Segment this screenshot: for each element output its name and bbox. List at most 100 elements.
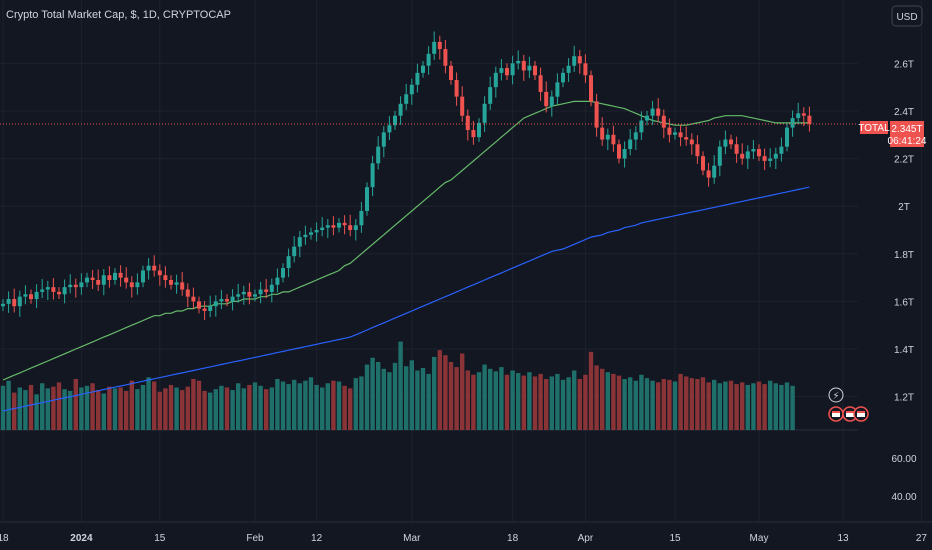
candle (85, 272, 89, 288)
volume-bar (280, 381, 286, 430)
time-tick-label: Apr (578, 533, 594, 544)
volume-bar (353, 378, 358, 430)
ma-slow-path (2, 186, 810, 412)
volume-bar (471, 374, 476, 430)
candle (152, 255, 157, 277)
volume-bar (605, 372, 610, 430)
candle (96, 269, 101, 291)
volume-bar (174, 387, 179, 430)
volume-bar (454, 367, 459, 430)
us-flag-event-icon[interactable] (828, 406, 844, 422)
candle (325, 219, 330, 239)
candle (785, 122, 789, 152)
volume-bar (101, 393, 106, 430)
candle (191, 287, 196, 310)
candle (337, 218, 341, 233)
candle (773, 147, 778, 170)
volume-bar (583, 374, 588, 430)
candle (51, 278, 56, 300)
candle (40, 279, 45, 299)
volume-bar (45, 388, 50, 430)
candle (1, 299, 5, 311)
candle (101, 269, 106, 296)
volume-bar (376, 362, 381, 430)
volume-bar (616, 375, 622, 430)
candle (79, 273, 84, 295)
candle (577, 50, 582, 74)
time-axis[interactable]: 18 2024 15 Feb 12 Mar 18 Apr 15 May 13 27 (0, 533, 927, 544)
candle (370, 155, 375, 197)
symbol-tag-bg (860, 121, 888, 134)
volume-bar (135, 389, 140, 430)
candle (73, 278, 78, 298)
volume-bar (572, 370, 577, 430)
candle (633, 126, 638, 150)
price-tag-bg (890, 121, 924, 147)
currency-label: USD (896, 12, 917, 23)
volume-bar (275, 379, 280, 430)
candle (449, 60, 453, 85)
volume-bar (600, 368, 605, 430)
price-axis[interactable]: 1.2T 1.4T 1.6T 1.8T 2T 2.2T 2.4T 2.6T (894, 59, 914, 403)
price-tag: TOTAL 2.345T 06:41:24 (858, 121, 927, 147)
candle (723, 130, 728, 155)
candle (538, 67, 543, 101)
candle (376, 136, 381, 170)
volume-bar (415, 370, 420, 430)
candle (264, 279, 269, 299)
candle (62, 279, 67, 304)
candle (286, 248, 291, 278)
price-tick-label: 2.6T (894, 59, 914, 70)
volume-bar (90, 383, 95, 430)
candle (555, 73, 560, 105)
volume-bar (521, 375, 526, 430)
currency-button[interactable]: USD (891, 5, 923, 27)
candle (740, 143, 745, 165)
volume-bar (588, 351, 594, 430)
ma-slow-line (2, 186, 810, 412)
time-tick-label: May (750, 533, 769, 544)
volume-tick-label: 40.00 (891, 492, 916, 503)
volume-bar (773, 383, 778, 430)
candle (415, 63, 420, 93)
candle (645, 110, 649, 126)
time-tick-label: 15 (154, 533, 166, 544)
volume-axis[interactable]: 60.00 40.00 (891, 454, 916, 503)
volume-bar (230, 390, 235, 430)
candle (493, 66, 498, 98)
volume-bar (700, 377, 706, 430)
candle (12, 288, 17, 313)
volume-bar (577, 379, 582, 430)
candle (180, 271, 185, 296)
volume-bar (661, 379, 666, 430)
volume-bar (684, 376, 689, 430)
us-flag-event-icon-3[interactable] (853, 406, 869, 422)
time-tick-label: Mar (403, 533, 421, 544)
candle (488, 76, 493, 110)
candle (729, 134, 733, 150)
candle (107, 266, 112, 288)
price-tick-label: 2.2T (894, 155, 914, 166)
candle (796, 102, 801, 125)
volume-bar (695, 379, 700, 430)
volume-bar (180, 390, 185, 430)
volume-bar (286, 384, 291, 430)
volume-bar (213, 389, 218, 430)
lightning-event-icon[interactable]: ⚡ (828, 387, 844, 403)
time-tick-label: 2024 (70, 533, 93, 544)
candle (314, 222, 319, 242)
candle (510, 55, 515, 85)
candle (68, 274, 73, 294)
volume-bar (23, 390, 28, 430)
volume-bar (656, 382, 661, 430)
volume-bar (62, 389, 67, 430)
candle (549, 90, 554, 117)
symbol-tag: TOTAL (858, 123, 890, 134)
time-tick-label: 12 (311, 533, 323, 544)
volume-bar (168, 384, 174, 430)
volume-bar (504, 374, 510, 430)
volume-bar (633, 380, 638, 430)
candle (197, 296, 201, 314)
candle (381, 126, 386, 158)
